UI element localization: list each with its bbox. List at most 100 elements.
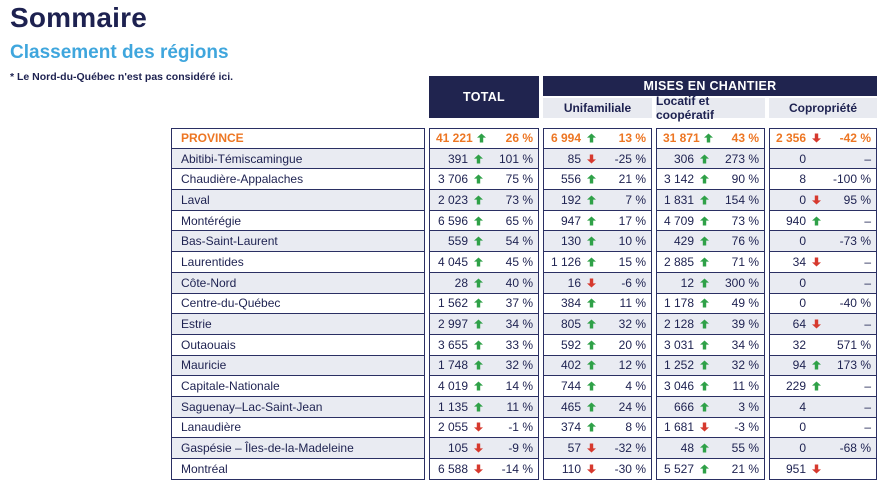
down-arrow-icon <box>806 195 826 205</box>
value-cell: 429 76 % <box>656 231 765 253</box>
value-cell: 2 023 73 % <box>429 190 539 211</box>
region-name: Laurentides <box>171 252 425 273</box>
value: 48 <box>680 441 694 456</box>
value-cell: 31 871 43 % <box>656 128 765 149</box>
value-cell: 374 8 % <box>543 417 652 439</box>
up-arrow-icon <box>473 133 492 143</box>
up-arrow-icon <box>581 402 601 412</box>
value: 2 055 <box>437 420 468 435</box>
value: 1 831 <box>663 192 694 207</box>
value: 229 <box>785 379 806 394</box>
region-name: Bas-Saint-Laurent <box>171 231 425 253</box>
value-cell: 1 178 49 % <box>656 293 765 315</box>
value: 110 <box>561 461 581 476</box>
percent-change: 11 % <box>619 296 646 311</box>
value: 8 <box>799 172 806 187</box>
column-group-header-mises-en-chantier: MISES EN CHANTIER <box>543 76 877 96</box>
value-cell: 2 128 39 % <box>656 314 765 335</box>
region-name: Laval <box>171 190 425 211</box>
value: 3 706 <box>437 172 468 187</box>
up-arrow-icon <box>694 381 714 391</box>
up-arrow-icon <box>581 236 601 246</box>
down-arrow-icon <box>581 278 601 288</box>
value-cell: 2 885 71 % <box>656 252 765 273</box>
value: 1 681 <box>663 420 694 435</box>
value: 85 <box>567 151 581 166</box>
up-arrow-icon <box>468 216 488 226</box>
value-cell: 306 273 % <box>656 148 765 170</box>
region-row: Gaspésie – Îles-de-la-Madeleine 105 -9 % 57… <box>171 438 877 459</box>
up-arrow-icon <box>806 360 826 370</box>
province-row: PROVINCE 41 221 26 % 6 994 13 % 31 871 43 % 2 3… <box>171 128 877 149</box>
percent-change: 300 % <box>724 275 759 290</box>
up-arrow-icon <box>468 278 488 288</box>
percent-change: 14 % <box>505 379 533 394</box>
percent-change: 76 % <box>731 234 759 249</box>
value-cell: 3 706 75 % <box>429 169 539 191</box>
percent-change: 40 % <box>505 275 533 290</box>
value: 3 031 <box>663 337 694 352</box>
up-arrow-icon <box>468 319 488 329</box>
value: 666 <box>673 399 694 414</box>
value-cell: 6 994 13 % <box>543 128 652 149</box>
value-cell: 32 571 % <box>769 334 877 356</box>
down-arrow-icon <box>806 464 826 474</box>
percent-change: 12 % <box>618 358 646 373</box>
value-cell: 556 21 % <box>543 169 652 191</box>
value-cell: 28 40 % <box>429 272 539 294</box>
footnote: * Le Nord-du-Québec n'est pas considéré … <box>10 71 234 84</box>
percent-change: – <box>864 379 871 394</box>
percent-change: 45 % <box>505 254 533 269</box>
value-cell: 192 7 % <box>543 190 652 211</box>
region-name: Gaspésie – Îles-de-la-Madeleine <box>171 438 425 459</box>
region-row: Mauricie 1 748 32 % 402 12 % 1 252 32 % 94 173 % <box>171 355 877 377</box>
value-cell: 48 55 % <box>656 438 765 459</box>
down-arrow-icon <box>694 422 714 432</box>
value: 2 128 <box>663 317 694 332</box>
column-header-locatif-et-cooperatif: Locatif et coopératif <box>656 94 765 122</box>
percent-change: 26 % <box>505 131 533 146</box>
percent-change: – <box>864 213 871 228</box>
up-arrow-icon <box>581 422 601 432</box>
value-cell: 1 252 32 % <box>656 355 765 377</box>
value-cell: 1 135 11 % <box>429 396 539 418</box>
value: 3 046 <box>663 379 694 394</box>
down-arrow-icon <box>468 464 488 474</box>
region-row: Montréal 6 588 -14 % 110 -30 % 5 527 21 % 951 <box>171 459 877 480</box>
value-cell: 384 11 % <box>543 293 652 315</box>
percent-change: 55 % <box>731 441 759 456</box>
percent-change: 73 % <box>731 213 759 228</box>
value-cell: 1 748 32 % <box>429 355 539 377</box>
percent-change: 71 % <box>731 254 759 269</box>
region-row: Estrie 2 997 34 % 805 32 % 2 128 39 % 64 – <box>171 314 877 335</box>
percent-change: 24 % <box>618 399 646 414</box>
up-arrow-icon <box>468 298 488 308</box>
value-cell: 130 10 % <box>543 231 652 253</box>
percent-change: 33 % <box>505 337 533 352</box>
value-cell: 57 -32 % <box>543 438 652 459</box>
value-cell: 0 -40 % <box>769 293 877 315</box>
region-row: Laurentides 4 045 45 % 1 126 15 % 2 885 71 % 34… <box>171 252 877 273</box>
percent-change: 39 % <box>731 317 759 332</box>
percent-change: -73 % <box>839 234 871 249</box>
up-arrow-icon <box>581 257 601 267</box>
up-arrow-icon <box>694 402 714 412</box>
value-cell: 0– <box>769 148 877 170</box>
percent-change: 37 % <box>505 296 533 311</box>
value-cell: 559 54 % <box>429 231 539 253</box>
value: 2 023 <box>437 192 468 207</box>
value-cell: 465 24 % <box>543 396 652 418</box>
region-name: Capitale-Nationale <box>171 376 425 397</box>
up-arrow-icon <box>806 381 826 391</box>
value: 374 <box>560 420 581 435</box>
value: 0 <box>799 420 806 435</box>
value-cell: 5 527 21 % <box>656 459 765 480</box>
up-arrow-icon <box>581 216 601 226</box>
region-row: Chaudière-Appalaches 3 706 75 % 556 21 % 3 14… <box>171 169 877 191</box>
percent-change: 8 % <box>625 420 646 435</box>
percent-change: 54 % <box>505 234 533 249</box>
up-arrow-icon <box>581 319 601 329</box>
value-cell: 0 95 % <box>769 190 877 211</box>
up-arrow-icon <box>468 154 488 164</box>
